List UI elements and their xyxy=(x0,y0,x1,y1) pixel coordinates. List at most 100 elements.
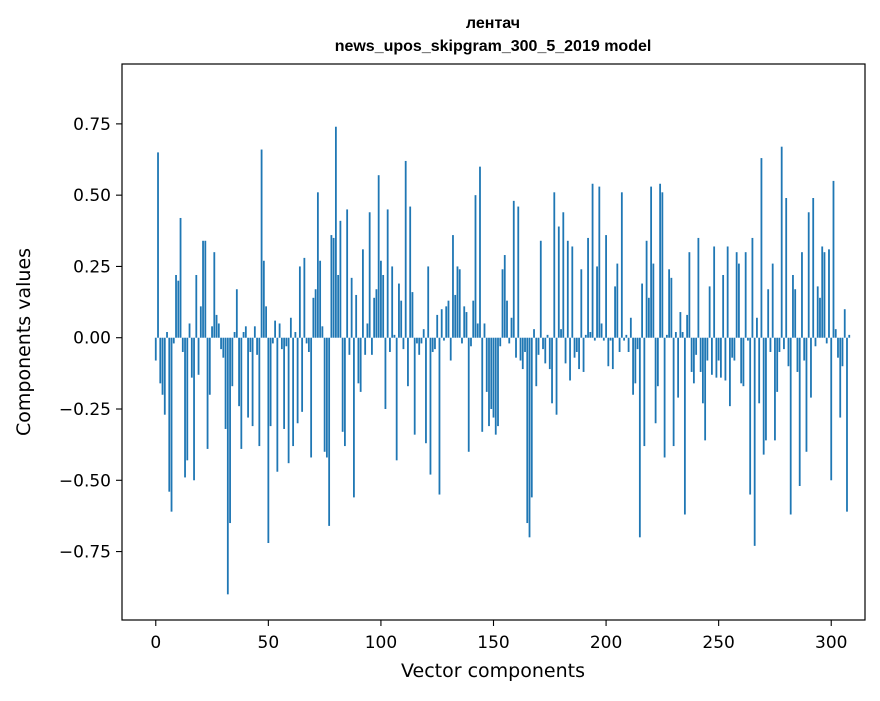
bar xyxy=(632,337,634,395)
bar xyxy=(796,337,799,372)
bar xyxy=(161,337,164,395)
bar xyxy=(611,337,614,370)
bar xyxy=(749,337,752,495)
bar xyxy=(720,337,722,378)
y-ticks-group: −0.75 −0.50 −0.25 0.00 0.25 0.50 0.75 xyxy=(59,115,122,563)
bar xyxy=(163,337,166,415)
bar xyxy=(260,149,263,338)
chart-title: лентач xyxy=(466,15,520,32)
bar xyxy=(280,337,283,350)
bar xyxy=(447,300,450,338)
bar xyxy=(481,337,484,432)
bar xyxy=(634,337,637,384)
bar xyxy=(301,337,304,412)
bar xyxy=(199,306,202,338)
bar xyxy=(566,240,569,338)
bar xyxy=(251,337,254,427)
bar xyxy=(692,337,695,384)
bar xyxy=(184,337,186,478)
bar xyxy=(841,337,844,367)
bar xyxy=(334,126,337,338)
bar xyxy=(364,337,367,355)
bar xyxy=(830,337,833,481)
bar xyxy=(557,226,560,338)
bar xyxy=(404,160,407,338)
bar xyxy=(362,249,364,338)
bar xyxy=(774,337,776,441)
bar xyxy=(807,212,810,338)
bar xyxy=(740,337,743,384)
bar xyxy=(843,309,846,338)
y-tick-label: 0.25 xyxy=(73,257,111,277)
bar xyxy=(321,326,324,338)
bar xyxy=(819,297,821,338)
bar xyxy=(503,255,506,338)
bar xyxy=(803,337,806,361)
bar xyxy=(208,337,211,395)
bar xyxy=(409,206,412,338)
bar xyxy=(602,337,605,341)
bar xyxy=(265,306,267,338)
bar xyxy=(738,263,740,338)
bar xyxy=(560,329,562,338)
bar xyxy=(519,337,522,361)
bar xyxy=(742,337,745,387)
bar xyxy=(506,300,508,338)
bar xyxy=(411,292,414,338)
bar xyxy=(578,337,580,370)
bar xyxy=(440,309,443,338)
bar xyxy=(467,337,470,452)
bar xyxy=(544,337,547,364)
bar xyxy=(695,337,698,355)
bar xyxy=(758,337,761,404)
bar xyxy=(823,252,826,338)
bar xyxy=(591,183,594,338)
bar xyxy=(564,337,567,364)
bar xyxy=(375,289,378,338)
bar xyxy=(846,337,848,512)
bar xyxy=(663,337,666,458)
x-ticks-group: 0 50 100 150 200 250 300 xyxy=(150,620,847,653)
bar xyxy=(238,337,240,407)
bar xyxy=(812,198,815,338)
bar xyxy=(413,337,416,435)
bar xyxy=(733,337,736,361)
bar xyxy=(271,337,274,344)
bar xyxy=(325,337,328,458)
bar xyxy=(805,337,808,452)
bar xyxy=(348,337,351,355)
bar xyxy=(278,323,281,338)
bar xyxy=(575,337,578,352)
bar xyxy=(618,337,621,352)
bar xyxy=(744,252,747,338)
bar xyxy=(690,337,693,372)
bar xyxy=(672,337,675,447)
x-tick-label: 150 xyxy=(477,633,509,653)
bar xyxy=(267,337,270,544)
bar xyxy=(283,337,286,429)
bar xyxy=(407,337,409,387)
bar xyxy=(801,252,803,338)
bar xyxy=(593,337,596,341)
bar xyxy=(269,337,272,427)
bar xyxy=(656,337,659,387)
bar xyxy=(215,314,218,338)
bar xyxy=(382,274,385,338)
bar xyxy=(713,246,716,338)
bar xyxy=(569,337,571,381)
bar xyxy=(620,192,623,338)
bar xyxy=(328,337,331,526)
bar xyxy=(582,337,585,372)
bar xyxy=(711,337,713,375)
bar xyxy=(771,263,774,338)
bar xyxy=(553,192,556,338)
bar xyxy=(756,317,758,338)
bar xyxy=(780,146,783,338)
bar xyxy=(641,283,643,338)
x-tick-label: 300 xyxy=(815,633,847,653)
bar xyxy=(661,192,664,338)
bar xyxy=(353,337,355,498)
bar xyxy=(157,152,159,338)
bar xyxy=(810,337,812,398)
